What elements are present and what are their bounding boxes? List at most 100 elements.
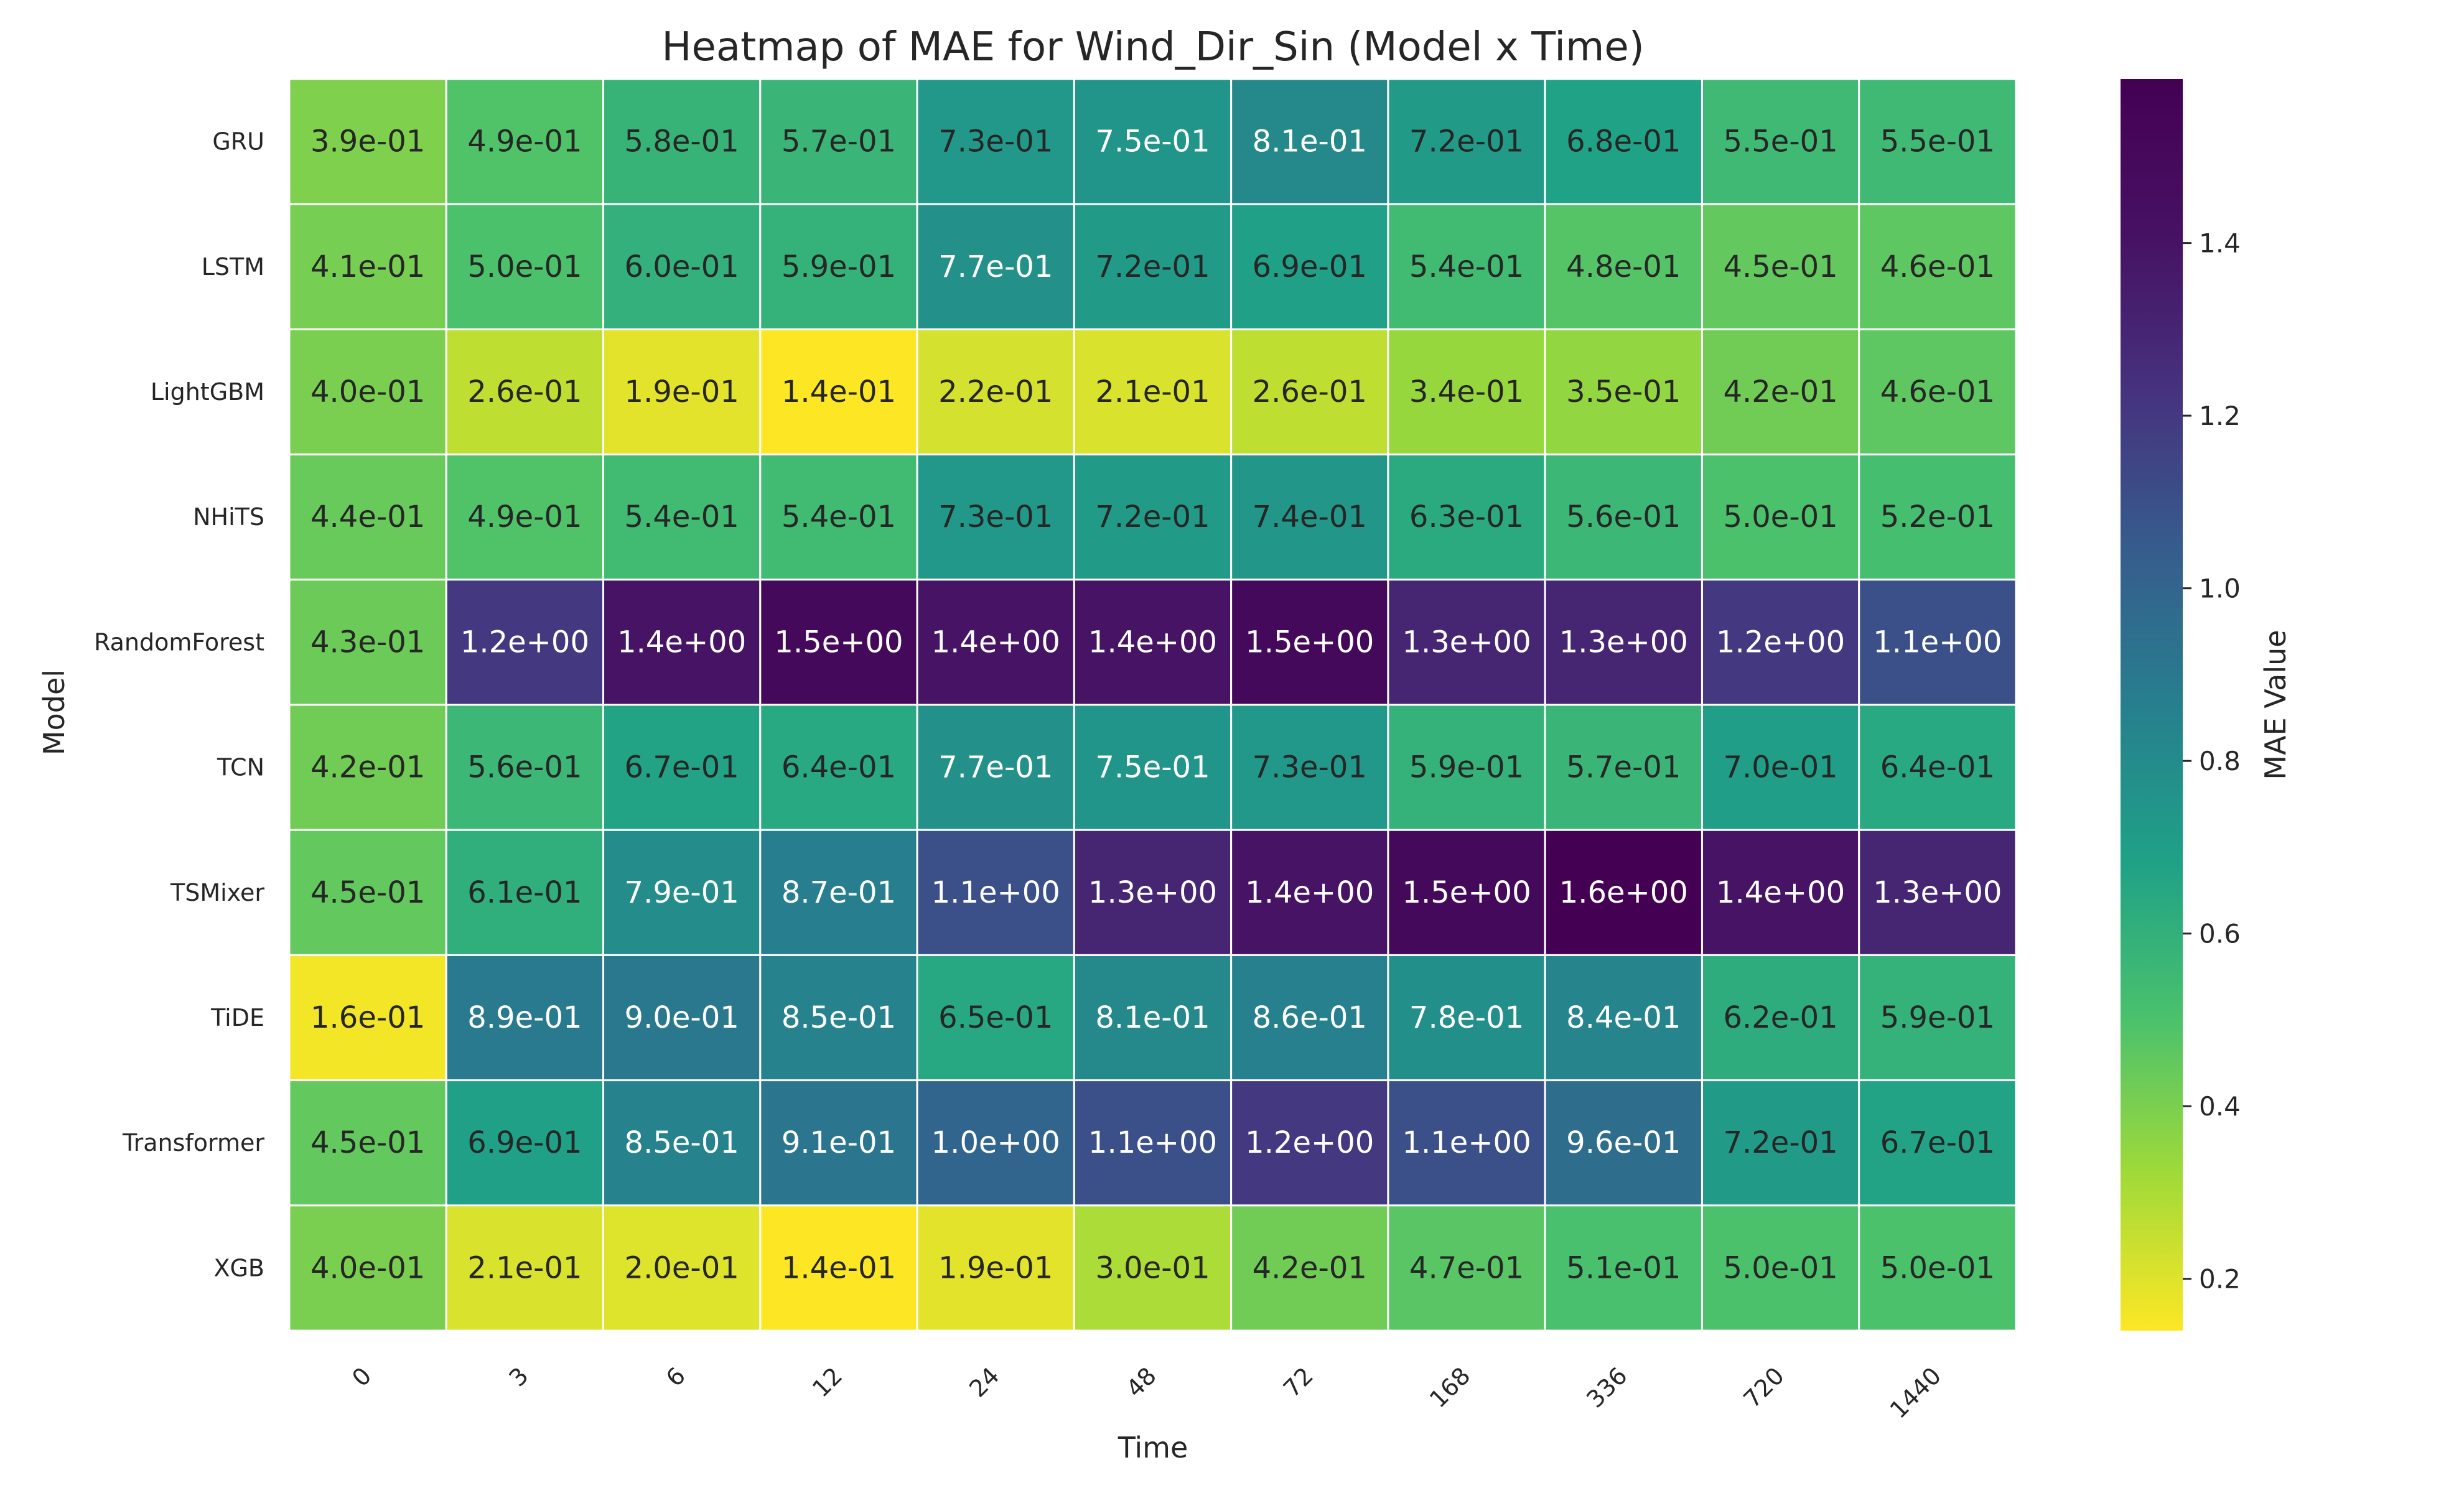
y-tick-label: NHiTS [193, 503, 264, 531]
heatmap-cell [445, 954, 605, 1082]
cell-value-label: 4.2e-01 [1253, 1250, 1367, 1285]
heatmap-cell [1858, 954, 2017, 1082]
heatmap-cell [288, 1079, 447, 1207]
heatmap-cell [1701, 1204, 1860, 1332]
chart-title: Heatmap of MAE for Wind_Dir_Sin (Model x… [661, 24, 1644, 70]
cell-value-label: 4.6e-01 [1880, 374, 1995, 409]
heatmap-cell [1858, 829, 2017, 956]
y-tick-label: LightGBM [151, 378, 264, 406]
cell-value-label: 2.6e-01 [467, 374, 582, 409]
cell-value-label: 1.3e+00 [1559, 625, 1688, 659]
heatmap-cell [1387, 203, 1546, 330]
heatmap-cell [759, 579, 918, 706]
heatmap-cell [1230, 203, 1389, 330]
heatmap-cell [759, 954, 918, 1082]
heatmap-cell [1230, 829, 1389, 956]
cell-value-label: 5.9e-01 [1880, 1000, 1995, 1035]
heatmap-cell [602, 453, 762, 581]
heatmap-cell [916, 328, 1075, 456]
heatmap-cell [759, 453, 918, 581]
cell-value-label: 2.2e-01 [938, 374, 1053, 409]
cell-value-label: 8.5e-01 [625, 1125, 739, 1160]
y-tick-label: GRU [212, 128, 264, 156]
heatmap-cell [1230, 954, 1389, 1082]
heatmap-cell [1073, 579, 1233, 706]
heatmap-cell [602, 829, 762, 956]
heatmap-cell [1230, 328, 1389, 456]
y-tick-labels: GRU LSTM LightGBM NHiTS RandomForest TCN TSMix… [94, 128, 264, 1282]
cell-value-label: 1.4e+00 [617, 625, 746, 659]
cell-value-label: 7.2e-01 [1723, 1125, 1837, 1160]
cell-value-label: 5.9e-01 [1409, 750, 1524, 785]
cell-value-label: 8.7e-01 [782, 875, 896, 910]
cell-value-label: 5.9e-01 [782, 249, 896, 284]
cell-value-label: 6.4e-01 [1880, 750, 1995, 785]
heatmap-cell [916, 579, 1075, 706]
heatmap-cell [1858, 203, 2017, 330]
cell-value-label: 4.5e-01 [310, 875, 425, 910]
cell-value-label: 5.6e-01 [467, 750, 582, 785]
x-tick-label: 0 [347, 1362, 376, 1392]
heatmap-cell [1544, 829, 1703, 956]
cell-value-label: 6.3e-01 [1409, 500, 1524, 534]
cell-value-label: 3.0e-01 [1095, 1250, 1210, 1285]
x-tick-label: 3 [504, 1362, 534, 1392]
x-tick-label: 1440 [1885, 1362, 1947, 1424]
heatmap-cell [602, 78, 762, 205]
cell-value-label: 1.5e+00 [774, 625, 903, 659]
y-tick-label: TSMixer [170, 879, 264, 906]
cell-value-label: 6.7e-01 [625, 750, 739, 785]
colorbar-ticks: 0.2 0.4 0.6 0.8 1.0 1.2 1.4 [2183, 228, 2241, 1295]
cell-value-label: 4.7e-01 [1409, 1250, 1524, 1285]
heatmap-cells: 3.9e-01 4.9e-01 5.8e-01 5.7e-01 7.3e-01 7.5e-… [288, 78, 2017, 1332]
heatmap-cell [1387, 78, 1546, 205]
heatmap-cell [445, 78, 605, 205]
cell-value-label: 8.1e-01 [1253, 124, 1367, 159]
cell-value-label: 6.5e-01 [938, 1000, 1053, 1035]
colorbar-tick-label: 0.2 [2199, 1264, 2241, 1295]
cell-value-label: 7.2e-01 [1095, 500, 1210, 534]
cell-value-label: 4.5e-01 [1723, 249, 1837, 284]
heatmap-cell [288, 579, 447, 706]
heatmap-cell [1701, 78, 1860, 205]
cell-value-label: 5.4e-01 [782, 500, 896, 534]
heatmap-cell [1073, 1204, 1233, 1332]
cell-value-label: 1.1e+00 [931, 875, 1060, 910]
cell-value-label: 3.4e-01 [1409, 374, 1524, 409]
heatmap-cell [1387, 829, 1546, 956]
cell-value-label: 1.0e+00 [931, 1125, 1060, 1160]
cell-value-label: 5.0e-01 [467, 249, 582, 284]
cell-value-label: 1.3e+00 [1402, 625, 1531, 659]
cell-value-label: 8.4e-01 [1566, 1000, 1681, 1035]
cell-value-label: 1.5e+00 [1402, 875, 1531, 910]
heatmap-cell [1544, 203, 1703, 330]
cell-value-label: 2.1e-01 [1095, 374, 1210, 409]
colorbar-tick-label: 0.6 [2199, 919, 2241, 949]
cell-value-label: 7.5e-01 [1095, 124, 1210, 159]
cell-value-label: 7.8e-01 [1409, 1000, 1524, 1035]
heatmap-cell [1073, 1079, 1233, 1207]
x-tick-label: 168 [1424, 1362, 1475, 1413]
cell-value-label: 5.2e-01 [1880, 500, 1995, 534]
heatmap-cell [916, 1204, 1075, 1332]
heatmap-cell [759, 704, 918, 831]
heatmap-cell [1858, 1204, 2017, 1332]
heatmap-cell [1858, 579, 2017, 706]
heatmap-cell [445, 203, 605, 330]
x-tick-label: 12 [807, 1362, 847, 1402]
cell-value-label: 1.2e+00 [1716, 625, 1845, 659]
cell-value-label: 5.7e-01 [782, 124, 896, 159]
cell-value-label: 4.5e-01 [310, 1125, 425, 1160]
cell-value-label: 1.5e+00 [1245, 625, 1374, 659]
x-axis-label: Time [1118, 1431, 1188, 1464]
x-tick-label: 24 [964, 1362, 1004, 1402]
heatmap-cell [1073, 78, 1233, 205]
heatmap-cell [1858, 328, 2017, 456]
cell-value-label: 4.0e-01 [310, 1250, 425, 1285]
cell-value-label: 4.9e-01 [467, 500, 582, 534]
heatmap-cell [1073, 954, 1233, 1082]
heatmap-cell [1073, 704, 1233, 831]
x-tick-label: 336 [1581, 1362, 1632, 1413]
x-tick-label: 48 [1121, 1362, 1162, 1402]
cell-value-label: 7.4e-01 [1253, 500, 1367, 534]
